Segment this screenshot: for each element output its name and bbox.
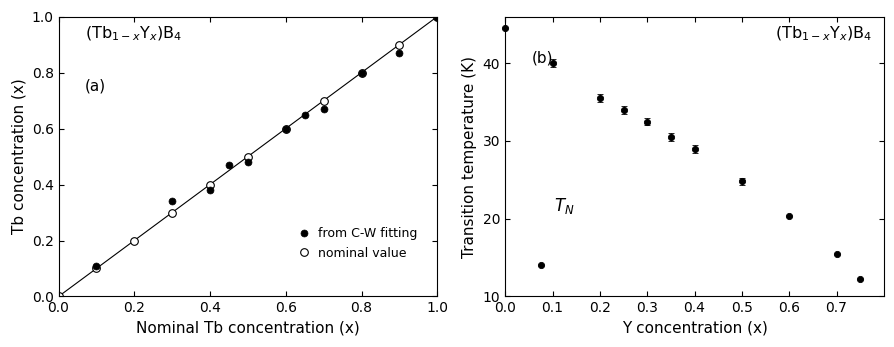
X-axis label: Nominal Tb concentration (x): Nominal Tb concentration (x) [136, 321, 359, 336]
from C-W fitting [280, 126, 291, 130]
Text: (a): (a) [85, 78, 106, 93]
Y-axis label: Tb concentration (x): Tb concentration (x) [11, 79, 26, 235]
from C-W fitting [299, 112, 309, 117]
Text: $(\mathrm{Tb}_{1-x}\mathrm{Y}_x)\mathrm{B}_4$: $(\mathrm{Tb}_{1-x}\mathrm{Y}_x)\mathrm{… [85, 25, 182, 43]
Text: (b): (b) [531, 50, 552, 65]
nominal value [432, 15, 443, 19]
from C-W fitting [242, 160, 253, 164]
Text: $(\mathrm{Tb}_{1-x}\mathrm{Y}_x)\mathrm{B}_4$: $(\mathrm{Tb}_{1-x}\mathrm{Y}_x)\mathrm{… [774, 25, 872, 43]
nominal value [356, 70, 367, 75]
nominal value [53, 294, 63, 298]
nominal value [205, 183, 215, 187]
from C-W fitting [166, 199, 177, 203]
from C-W fitting [91, 264, 102, 268]
Legend: from C-W fitting, nominal value: from C-W fitting, nominal value [293, 225, 419, 262]
nominal value [166, 210, 177, 214]
Line: nominal value: nominal value [55, 13, 441, 300]
from C-W fitting [393, 51, 404, 55]
from C-W fitting [205, 188, 215, 192]
nominal value [129, 238, 139, 243]
nominal value [393, 43, 404, 47]
nominal value [91, 266, 102, 271]
from C-W fitting [224, 163, 234, 167]
nominal value [242, 154, 253, 159]
from C-W fitting [318, 107, 329, 111]
X-axis label: Y concentration (x): Y concentration (x) [621, 321, 767, 336]
nominal value [280, 126, 291, 130]
from C-W fitting [432, 15, 443, 19]
nominal value [318, 99, 329, 103]
from C-W fitting [356, 70, 367, 75]
Line: from C-W fitting: from C-W fitting [93, 13, 440, 269]
Y-axis label: Transition temperature (K): Transition temperature (K) [461, 56, 477, 257]
Text: $T_N$: $T_N$ [553, 196, 574, 216]
